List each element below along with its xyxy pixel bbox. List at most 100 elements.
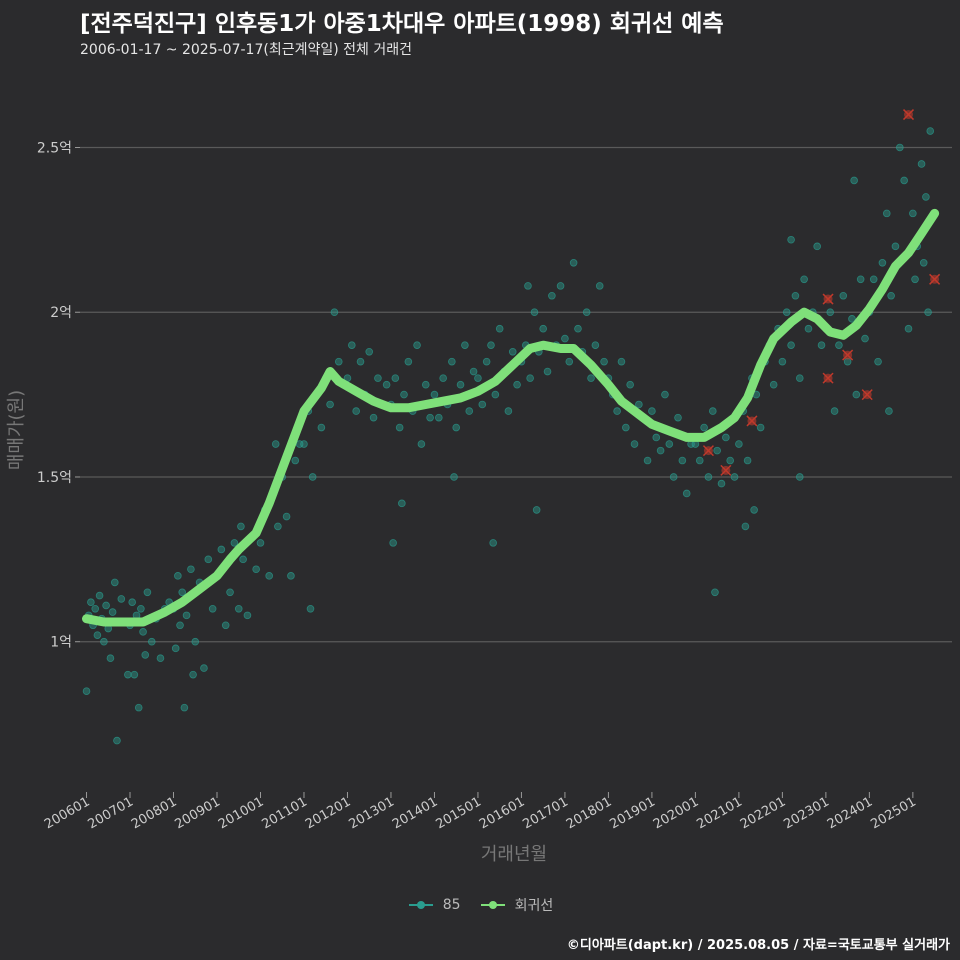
scatter-point-151 bbox=[630, 440, 639, 448]
scatter-point-101 bbox=[430, 390, 439, 399]
scatter-point-59 bbox=[265, 572, 273, 580]
scatter-point-173 bbox=[726, 456, 734, 465]
scatter-point-42 bbox=[200, 664, 208, 672]
outlier-point-0 bbox=[720, 464, 732, 476]
outlier-point-8 bbox=[929, 273, 941, 285]
scatter-point-38 bbox=[182, 611, 191, 620]
scatter-point-197 bbox=[817, 341, 826, 349]
scatter-point-189 bbox=[782, 308, 791, 317]
source-caption: ©디아파트(dapt.kr) / 2025.08.05 / 자료=국토교통부 실… bbox=[566, 938, 950, 953]
outlier-point-6 bbox=[861, 389, 873, 401]
scatter-point-201 bbox=[826, 308, 835, 317]
x-tick-label-2: 200801 bbox=[129, 794, 179, 832]
scatter-point-64 bbox=[287, 572, 295, 580]
scatter-point-186 bbox=[741, 522, 750, 531]
scatter-point-57 bbox=[256, 539, 265, 547]
scatter-point-138 bbox=[574, 324, 582, 333]
grid-lines bbox=[80, 146, 952, 643]
scatter-point-113 bbox=[478, 400, 487, 409]
scatter-point-125 bbox=[526, 374, 534, 382]
scatter-point-130 bbox=[548, 291, 556, 300]
scatter-point-12 bbox=[113, 736, 121, 745]
scatter-point-86 bbox=[374, 374, 382, 382]
scatter-point-40 bbox=[191, 637, 200, 646]
scatter-point-85 bbox=[369, 413, 378, 422]
scatter-point-227 bbox=[924, 308, 932, 317]
scatter-point-33 bbox=[171, 644, 180, 653]
scatter-point-51 bbox=[234, 604, 243, 613]
scatter-point-188 bbox=[778, 357, 787, 366]
scatter-point-114 bbox=[482, 357, 491, 366]
outlier-point-2 bbox=[702, 445, 714, 457]
scatter-point-17 bbox=[110, 578, 119, 587]
scatter-point-210 bbox=[850, 176, 858, 185]
legend-label-regression: 회귀선 bbox=[514, 898, 554, 914]
scatter-point-23 bbox=[137, 604, 145, 613]
scatter-point-142 bbox=[591, 341, 600, 349]
scatter-point-72 bbox=[317, 423, 326, 432]
legend-key-85 bbox=[407, 895, 435, 915]
scatter-point-75 bbox=[330, 308, 339, 317]
x-tick-label-19: 202501 bbox=[868, 794, 918, 832]
legend-item-85[interactable]: 85 bbox=[407, 895, 461, 915]
scatter-point-52 bbox=[239, 555, 247, 564]
scatter-point-155 bbox=[648, 407, 656, 415]
scatter-point-166 bbox=[695, 456, 704, 465]
scatter-point-74 bbox=[326, 400, 334, 409]
scatter-point-133 bbox=[524, 282, 532, 290]
x-tick-label-7: 201301 bbox=[346, 794, 396, 832]
scatter-point-53 bbox=[243, 611, 252, 620]
scatter-point-47 bbox=[217, 545, 226, 554]
scatter-point-65 bbox=[291, 456, 300, 465]
x-tick-label-0: 200601 bbox=[42, 794, 92, 832]
scatter-point-191 bbox=[791, 291, 800, 300]
legend: 85 회귀선 bbox=[0, 895, 960, 915]
scatter-point-5 bbox=[95, 591, 104, 600]
scatter-point-137 bbox=[569, 259, 578, 267]
scatter-point-190 bbox=[787, 341, 795, 349]
scatter-point-31 bbox=[141, 651, 150, 659]
scatter-point-43 bbox=[204, 555, 213, 564]
scatter-point-37 bbox=[180, 703, 189, 712]
scatter-point-96 bbox=[417, 440, 426, 448]
scatter-point-16 bbox=[124, 670, 132, 679]
scatter-point-160 bbox=[669, 473, 678, 481]
regression-series bbox=[82, 208, 940, 627]
scatter-point-50 bbox=[230, 539, 239, 547]
y-axis-ticks: 1억 1.5억 2억 2.5억 bbox=[37, 140, 80, 651]
scatter-point-82 bbox=[356, 357, 365, 366]
regression-line bbox=[82, 208, 940, 627]
scatter-point-95 bbox=[413, 341, 421, 349]
scatter-series bbox=[82, 127, 935, 745]
scatter-point-148 bbox=[617, 357, 626, 366]
scatter-point-90 bbox=[391, 374, 400, 382]
x-tick-label-15: 202101 bbox=[694, 794, 744, 832]
scatter-point-132 bbox=[556, 282, 565, 290]
scatter-point-150 bbox=[626, 380, 634, 389]
scatter-point-7 bbox=[100, 637, 108, 646]
scatter-point-26 bbox=[147, 637, 156, 646]
scatter-point-105 bbox=[448, 357, 456, 366]
legend-item-regression[interactable]: 회귀선 bbox=[479, 895, 554, 915]
scatter-point-169 bbox=[708, 407, 717, 415]
scatter-point-129 bbox=[543, 367, 552, 376]
scatter-point-159 bbox=[665, 440, 674, 448]
scatter-point-174 bbox=[730, 473, 739, 481]
scatter-point-163 bbox=[682, 489, 691, 498]
x-tick-label-10: 201601 bbox=[477, 794, 527, 832]
outlier-point-1 bbox=[746, 415, 758, 427]
scatter-point-228 bbox=[919, 259, 928, 267]
scatter-point-45 bbox=[189, 670, 197, 679]
scatter-point-19 bbox=[128, 598, 136, 606]
x-tick-label-9: 201501 bbox=[433, 794, 483, 832]
scatter-point-28 bbox=[156, 654, 165, 663]
scatter-point-162 bbox=[678, 456, 687, 465]
scatter-point-143 bbox=[595, 282, 604, 290]
outlier-point-3 bbox=[822, 293, 834, 305]
x-tick-label-18: 202401 bbox=[825, 794, 875, 832]
scatter-point-126 bbox=[530, 308, 539, 317]
scatter-point-99 bbox=[389, 539, 397, 547]
y-tick-label-2: 2억 bbox=[50, 305, 72, 321]
scatter-point-24 bbox=[139, 628, 147, 636]
